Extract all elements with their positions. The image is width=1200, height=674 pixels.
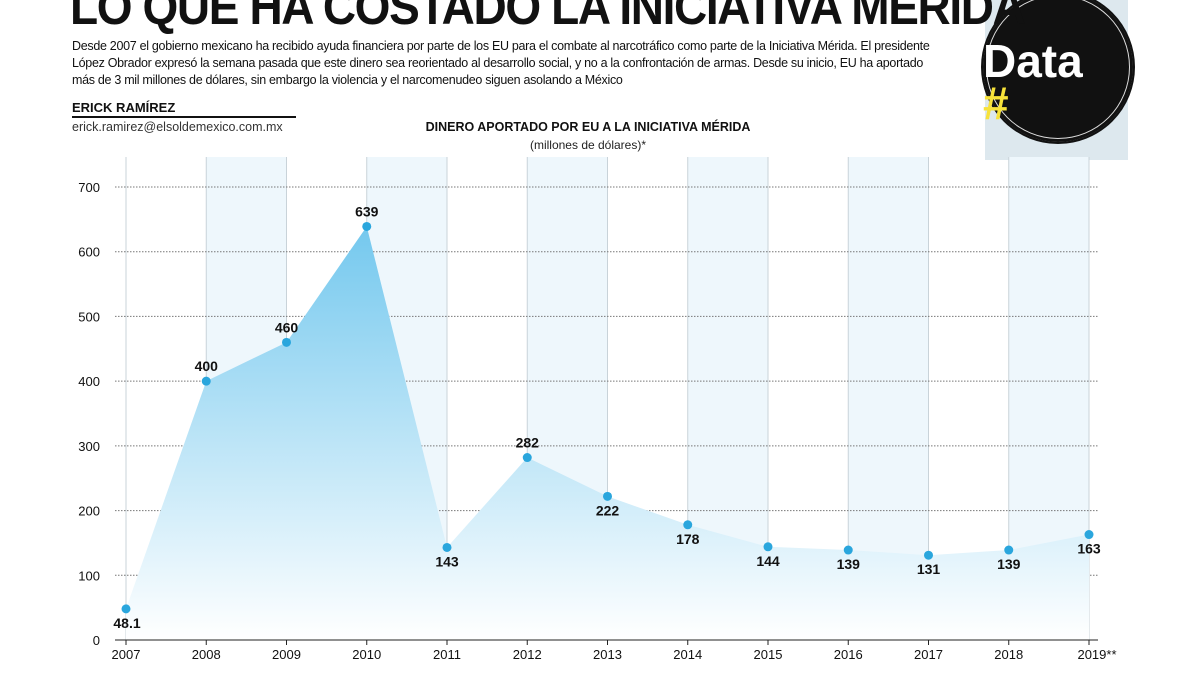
data-label: 48.1 [113, 615, 140, 631]
data-label: 222 [596, 502, 620, 518]
data-label: 139 [837, 556, 861, 572]
data-point [603, 491, 612, 501]
data-label: 639 [355, 203, 379, 219]
author-email: erick.ramirez@elsoldemexico.com.mx [72, 120, 283, 134]
data-point [442, 542, 452, 552]
data-point [282, 337, 291, 347]
data-label: 400 [195, 358, 219, 374]
data-point [683, 520, 693, 530]
x-tick-label: 2012 [513, 647, 542, 662]
data-point [924, 550, 933, 560]
x-tick-label: 2013 [593, 647, 622, 662]
data-point [763, 542, 773, 552]
data-label: 163 [1077, 541, 1101, 557]
y-tick-label: 400 [78, 374, 100, 389]
y-tick-label: 700 [78, 180, 100, 195]
data-point [201, 376, 211, 386]
x-tick-label: 2007 [112, 647, 141, 662]
chart-subtitle: (millones de dólares)* [529, 138, 647, 152]
data-label: 143 [435, 553, 459, 569]
x-tick-label: 2018 [994, 647, 1023, 662]
y-tick-label: 500 [78, 309, 100, 324]
data-label: 460 [275, 319, 299, 335]
x-tick-label: 2010 [352, 647, 381, 662]
y-tick-label: 300 [78, 439, 100, 454]
logo-hash: # [983, 77, 1009, 129]
y-tick-label: 0 [93, 633, 100, 648]
x-tick-label: 2014 [673, 647, 702, 662]
y-tick-label: 600 [78, 245, 100, 260]
x-tick-label: 2008 [192, 647, 221, 662]
data-logo: # Data [981, 0, 1135, 144]
data-label: 178 [676, 531, 700, 547]
data-point [522, 453, 532, 463]
area-series [126, 226, 1089, 640]
author-name: ERICK RAMÍREZ [72, 100, 296, 118]
x-tick-label: 2011 [433, 647, 461, 662]
x-tick-label: 2015 [754, 647, 783, 662]
y-tick-label: 200 [78, 504, 100, 519]
x-tick-label: 2009 [272, 647, 301, 662]
data-label: 131 [917, 561, 941, 577]
page-title: LO QUE HA COSTADO LA INICIATIVA MÉRIDA [70, 0, 1026, 35]
y-tick-label: 100 [78, 568, 100, 583]
data-label: 144 [756, 553, 780, 569]
data-point [1004, 545, 1014, 555]
data-point [362, 221, 372, 231]
intro-text: Desde 2007 el gobierno mexicano ha recib… [72, 39, 930, 87]
logo-text: Data [983, 35, 1083, 87]
x-tick-label: 2019** [1077, 647, 1116, 662]
data-point [1084, 530, 1094, 540]
data-label: 282 [516, 435, 540, 451]
data-point [843, 545, 853, 555]
x-tick-label: 2017 [914, 647, 943, 662]
chart-title: DINERO APORTADO POR EU A LA INICIATIVA M… [425, 120, 751, 134]
data-label: 139 [997, 556, 1021, 572]
x-tick-label: 2016 [834, 647, 863, 662]
data-point [121, 604, 131, 614]
